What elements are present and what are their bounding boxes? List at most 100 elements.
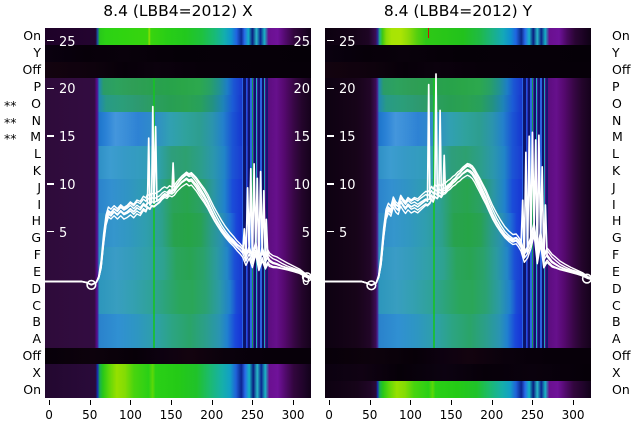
x-tick-mark	[211, 400, 213, 405]
heatmap-row	[325, 61, 591, 80]
row-label-left: K	[32, 162, 41, 178]
red-tick-mark	[427, 28, 430, 38]
x-tick-mark	[532, 400, 534, 405]
heatmap-row	[45, 364, 311, 382]
green-vertical-line	[433, 78, 435, 348]
row-label-left: N	[31, 112, 41, 128]
row-label-right: A	[612, 331, 621, 347]
heatmap-row	[45, 61, 311, 80]
x-tick-label: 100	[118, 408, 142, 422]
tick-dash	[47, 135, 54, 137]
row-label-left: G	[31, 230, 41, 246]
x-tick-label: 200	[480, 408, 504, 422]
inner-ytick-left: 5	[327, 226, 347, 242]
signal-curve	[45, 171, 311, 286]
tick-dash	[327, 183, 334, 185]
heatmap-row	[325, 347, 591, 365]
inner-ytick-right: 20	[293, 82, 310, 98]
heatmap-row	[45, 28, 311, 46]
tick-dash	[327, 39, 334, 42]
burst-stripe-line	[241, 78, 244, 348]
zero-marker	[301, 272, 311, 283]
x-tick-mark	[491, 400, 493, 405]
tick-value: 5	[59, 225, 68, 241]
row-label-right: X	[612, 364, 621, 380]
tick-value: 20	[339, 82, 356, 98]
row-label-right: K	[612, 162, 621, 178]
row-label-left: X	[32, 364, 41, 380]
row-label-left: P	[33, 78, 41, 94]
inner-ytick-right: 5	[301, 225, 310, 241]
row-label-left: C	[32, 297, 41, 313]
burst-stripe-line	[243, 78, 247, 348]
x-tick-mark	[329, 400, 331, 405]
tick-value: 5	[339, 225, 348, 241]
row-label-right: On	[612, 381, 630, 397]
inner-ytick-right: 15	[293, 130, 310, 146]
row-label-right: O	[612, 95, 622, 111]
signal-curve	[45, 182, 311, 286]
tick-dash	[47, 230, 54, 233]
heatmap-row	[45, 347, 311, 365]
row-label-left: D	[31, 280, 41, 296]
row-label-right: M	[612, 129, 623, 145]
right-panel-title: 8.4 (LBB4=2012) Y	[383, 2, 533, 20]
row-label-left: J	[37, 179, 41, 195]
x-tick-mark	[252, 400, 254, 405]
row-label-right: Off	[612, 62, 631, 78]
tick-value: 20	[59, 82, 76, 98]
row-label-left: Off	[22, 347, 41, 363]
burst-stripe-line	[545, 78, 548, 348]
row-star-marker: **	[4, 114, 17, 130]
x-tick-label: 150	[159, 408, 183, 422]
tick-dash	[47, 87, 54, 90]
heatmap-row	[325, 28, 591, 46]
zero-marker	[581, 273, 591, 284]
tick-dash	[327, 230, 334, 233]
row-label-right: Off	[612, 347, 631, 363]
row-label-left: B	[32, 314, 41, 330]
signal-curve	[325, 174, 591, 286]
left-panel-title: 8.4 (LBB4=2012) X	[103, 2, 253, 20]
inner-ytick-right: 10	[293, 177, 310, 193]
row-label-right: I	[612, 196, 616, 212]
row-label-right: D	[612, 280, 622, 296]
row-label-right: C	[612, 297, 621, 313]
inner-ytick-left: 10	[327, 178, 356, 194]
signal-curves	[325, 73, 591, 291]
x-tick-label: 300	[561, 408, 585, 422]
row-label-left: Off	[22, 62, 41, 78]
row-label-right: N	[612, 112, 622, 128]
left-heatmap-plot: 25 20 15 10 5 25 20 15 10 5 0	[45, 28, 311, 398]
x-tick-mark	[573, 400, 575, 405]
signal-curves	[45, 105, 311, 290]
heatmap-row	[45, 381, 311, 398]
x-tick-mark	[49, 400, 51, 405]
zero-marker	[366, 280, 377, 291]
right-heatmap-plot: 25 20 15 10 5	[325, 28, 591, 398]
row-label-right: L	[612, 146, 619, 162]
burst-stripe-line	[265, 78, 268, 348]
row-label-right: J	[612, 179, 616, 195]
signal-curve	[45, 173, 311, 286]
x-tick-label: 250	[520, 408, 544, 422]
row-label-left: On	[23, 381, 41, 397]
x-tick-label: 0	[45, 408, 53, 422]
x-tick-label: 200	[200, 408, 224, 422]
x-tick-label: 100	[398, 408, 422, 422]
x-tick-label: 300	[281, 408, 305, 422]
inner-ytick-left: 20	[327, 82, 356, 98]
row-label-left: A	[32, 331, 41, 347]
tick-dash	[327, 135, 334, 137]
burst-stripe-line	[531, 78, 533, 348]
signal-curve	[45, 105, 311, 286]
signal-curve	[325, 165, 591, 286]
row-label-right: On	[612, 28, 630, 44]
inner-ytick-right: 0	[301, 273, 310, 289]
row-label-right: H	[612, 213, 622, 229]
green-vertical-line	[153, 78, 155, 348]
x-tick-label: 50	[362, 408, 378, 422]
x-tick-mark	[130, 400, 132, 405]
inner-ytick-left: 10	[47, 178, 76, 194]
